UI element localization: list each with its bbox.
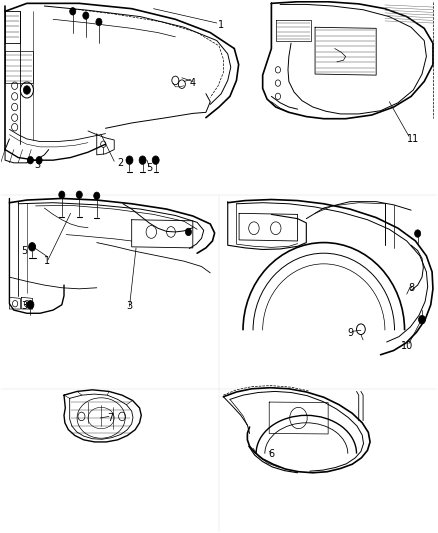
Circle shape [83, 12, 89, 19]
Circle shape [415, 230, 421, 237]
Text: 8: 8 [408, 283, 414, 293]
Circle shape [23, 86, 30, 94]
Text: 1: 1 [218, 20, 224, 30]
Circle shape [70, 7, 76, 15]
Text: 6: 6 [268, 449, 275, 458]
Circle shape [94, 192, 100, 199]
Text: 9: 9 [347, 328, 353, 338]
Text: 11: 11 [407, 134, 420, 144]
Text: 10: 10 [401, 341, 413, 351]
Circle shape [96, 18, 102, 26]
Circle shape [59, 191, 65, 198]
Circle shape [27, 301, 34, 309]
Circle shape [126, 156, 133, 165]
Text: 4: 4 [190, 78, 196, 88]
Text: 7: 7 [107, 413, 113, 423]
Text: 5: 5 [21, 246, 28, 255]
Circle shape [76, 191, 82, 198]
Circle shape [28, 243, 35, 251]
Circle shape [185, 228, 191, 236]
Circle shape [36, 157, 42, 164]
Circle shape [27, 157, 33, 164]
Text: 5: 5 [146, 163, 152, 173]
Text: 1: 1 [43, 256, 49, 266]
Circle shape [419, 316, 426, 324]
Text: 3: 3 [21, 301, 28, 311]
Text: 3: 3 [35, 160, 41, 171]
Circle shape [152, 156, 159, 165]
Circle shape [139, 156, 146, 165]
Text: 2: 2 [118, 158, 124, 168]
Text: 3: 3 [127, 301, 133, 311]
